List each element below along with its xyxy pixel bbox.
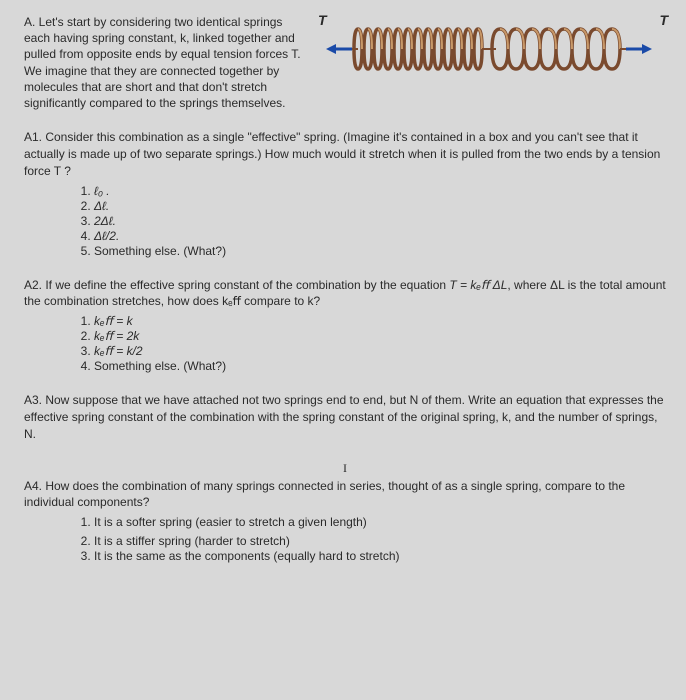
a3-prompt: A3. Now suppose that we have attached no… <box>24 392 666 442</box>
spring-figure: T T <box>312 14 666 84</box>
a1-options: ℓ₀ . Δℓ. 2Δℓ. Δℓ/2. Something else. (Wha… <box>94 184 666 259</box>
spring-svg <box>324 19 654 79</box>
a2-option-1: kₑﬀ = k <box>94 314 666 329</box>
a4-option-3: It is the same as the components (equall… <box>94 549 666 564</box>
section-a-intro: A. Let's start by considering two identi… <box>24 14 666 111</box>
a4-option-2: It is a stiffer spring (harder to stretc… <box>94 534 666 549</box>
question-a1: A1. Consider this combination as a singl… <box>24 129 666 258</box>
spring-right <box>492 29 626 69</box>
a1-option-5: Something else. (What?) <box>94 244 666 259</box>
tension-label-right: T <box>659 12 668 28</box>
question-a3: A3. Now suppose that we have attached no… <box>24 392 666 442</box>
a2-options: kₑﬀ = k kₑﬀ = 2k kₑﬀ = k/2 Something els… <box>94 314 666 374</box>
text-cursor: I <box>24 461 666 476</box>
a1-prompt: A1. Consider this combination as a singl… <box>24 129 666 179</box>
a1-option-2: Δℓ. <box>94 199 666 214</box>
question-a2: A2. If we define the effective spring co… <box>24 277 666 375</box>
a2-prompt: A2. If we define the effective spring co… <box>24 277 666 311</box>
a2-option-4: Something else. (What?) <box>94 359 666 374</box>
a4-option-1: It is a softer spring (easier to stretch… <box>94 515 666 530</box>
arrow-left-head <box>326 44 336 54</box>
a1-option-3: 2Δℓ. <box>94 214 666 229</box>
intro-text: A. Let's start by considering two identi… <box>24 14 304 111</box>
a1-option-1: ℓ₀ . <box>94 184 666 199</box>
question-a4: A4. How does the combination of many spr… <box>24 478 666 565</box>
tension-label-left: T <box>318 12 327 28</box>
a4-prompt: A4. How does the combination of many spr… <box>24 478 666 512</box>
a2-option-2: kₑﬀ = 2k <box>94 329 666 344</box>
spring-left <box>352 29 482 69</box>
worksheet-page: A. Let's start by considering two identi… <box>0 0 686 700</box>
a2-option-3: kₑﬀ = k/2 <box>94 344 666 359</box>
arrow-right-head <box>642 44 652 54</box>
a1-option-4: Δℓ/2. <box>94 229 666 244</box>
a4-options-bottom: It is a stiffer spring (harder to stretc… <box>94 534 666 564</box>
a4-options-top: It is a softer spring (easier to stretch… <box>94 515 666 530</box>
